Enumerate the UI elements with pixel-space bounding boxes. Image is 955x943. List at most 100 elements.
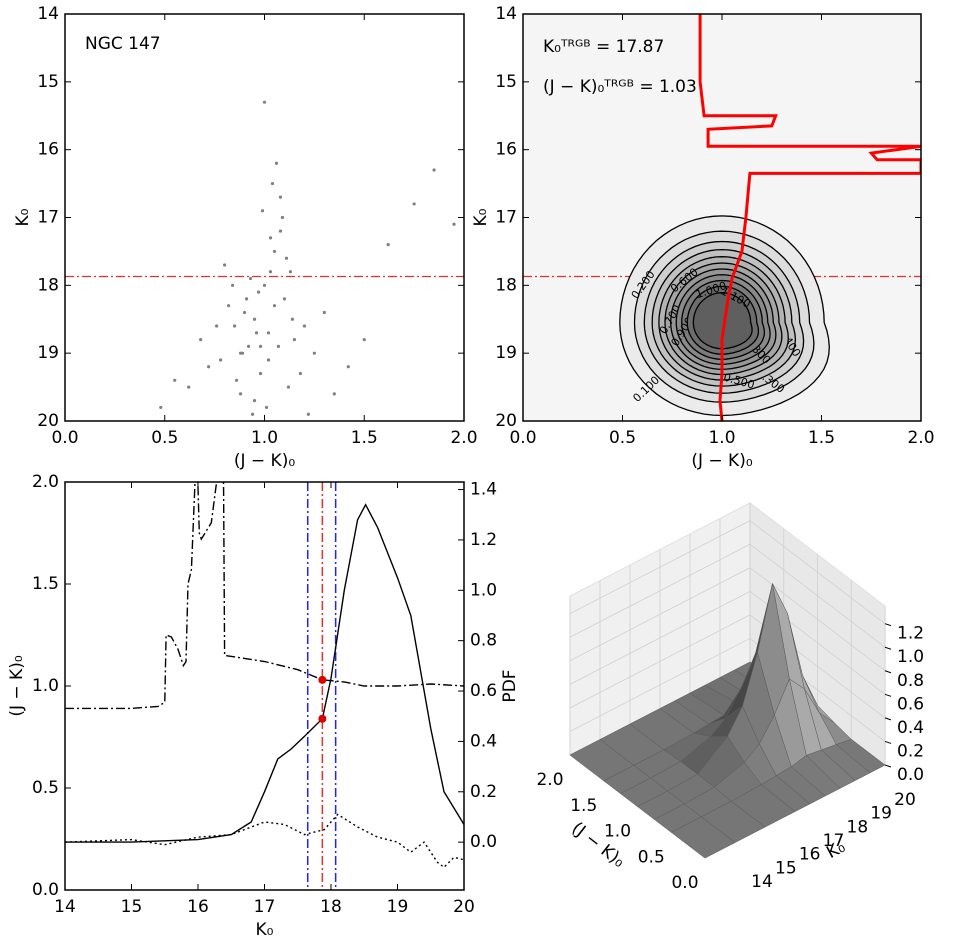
x-tick-label: 1.0 (604, 822, 631, 842)
y-axis-label: K₀ (13, 208, 33, 226)
point (276, 344, 281, 348)
point (230, 283, 235, 287)
point (412, 202, 416, 206)
x-tick-label: 14 (54, 897, 76, 917)
plot-area (65, 482, 464, 890)
z-tick (884, 693, 892, 697)
point (260, 209, 265, 213)
point (272, 249, 277, 254)
x-axis-label: (J − K)₀ (691, 451, 752, 471)
z-tick (884, 764, 892, 768)
point (232, 324, 237, 328)
point (268, 270, 273, 274)
y-tick-label: 14 (751, 872, 773, 892)
z-tick (884, 646, 892, 650)
point (258, 344, 263, 348)
x-tick-label: 16 (187, 897, 209, 917)
annotation: NGC 147 (85, 34, 161, 54)
point (280, 215, 285, 220)
z-tick-label: 0.6 (897, 694, 924, 714)
x-tick-label: 2.0 (450, 428, 477, 448)
z-tick (884, 670, 892, 674)
point (219, 358, 223, 362)
y2-axis-label: PDF (500, 669, 520, 702)
point (282, 297, 287, 301)
x-tick-label: 1.5 (570, 796, 597, 816)
point (252, 317, 257, 321)
point (432, 168, 436, 172)
point (298, 371, 303, 376)
axes-frame (522, 13, 922, 422)
point (322, 310, 326, 315)
x-tick-label: 0.0 (509, 428, 536, 448)
x-tick-label: 1.5 (808, 428, 835, 448)
grid-line (569, 543, 751, 638)
grid-line (749, 543, 886, 648)
point (173, 378, 177, 382)
plot-area (65, 100, 464, 416)
x-tick-label: 1.0 (251, 428, 278, 448)
y-tick-label: 0.5 (32, 778, 59, 798)
point (284, 256, 289, 260)
point (242, 310, 247, 315)
y-tick-label: 19 (37, 343, 59, 363)
z-tick (884, 740, 892, 744)
grid-line (569, 590, 751, 685)
x-tick-label: 15 (121, 897, 143, 917)
point (290, 317, 295, 321)
y-axis-label: K₀ (471, 208, 491, 226)
point (226, 304, 231, 308)
y-tick-label: 20 (37, 411, 59, 431)
x-axis-label: (J − K)₀ (234, 451, 295, 471)
annotation: (J − K)₀ᵀᴿᴳᴮ = 1.03 (543, 77, 697, 97)
grid-line (569, 567, 751, 662)
y-tick-label: 16 (495, 140, 517, 160)
x-tick-label: 0.5 (151, 428, 178, 448)
point (306, 412, 310, 416)
y-tick-label: 1.0 (32, 676, 59, 696)
y-tick-label: 15 (37, 72, 59, 92)
point (302, 324, 306, 328)
y-tick-label: 14 (37, 4, 59, 24)
x-tick-label: 19 (387, 897, 409, 917)
x-axis-label: K₀ (256, 920, 274, 940)
y-tick-label: 0.0 (32, 880, 59, 900)
point (452, 222, 456, 226)
y2-tick-label: 1.2 (470, 530, 497, 550)
point (268, 236, 273, 240)
y-tick-label: 15 (495, 72, 517, 92)
point (215, 324, 219, 328)
y2-tick-label: 0.2 (470, 782, 497, 802)
point (270, 181, 275, 186)
y-tick-label: 16 (37, 140, 59, 160)
y2-tick-label: 1.4 (470, 480, 497, 500)
x-tick-label: 18 (320, 897, 342, 917)
point (240, 351, 245, 355)
z-tick (884, 623, 892, 627)
x-tick-label: 17 (254, 897, 276, 917)
y-tick-label: 20 (894, 790, 916, 810)
profile-line (698, 14, 921, 421)
y2-tick-label: 0.4 (470, 731, 497, 751)
y-tick-label: 18 (37, 275, 59, 295)
y-tick-label: 18 (495, 275, 517, 295)
grid-line (569, 638, 751, 732)
point (272, 304, 277, 308)
z-tick-label: 1.2 (897, 624, 924, 644)
point (262, 283, 267, 287)
x-tick-label: 2.0 (536, 770, 563, 790)
y-tick-label: 19 (870, 804, 892, 824)
point (266, 358, 271, 362)
x-tick-label: 0.0 (51, 428, 78, 448)
line (65, 503, 464, 843)
y-tick-label: 17 (823, 831, 845, 851)
x-tick-label: 0.5 (609, 428, 636, 448)
point (256, 290, 261, 294)
point (312, 351, 316, 355)
y-tick-label: 2.0 (32, 472, 59, 492)
y2-tick-label: 1.0 (470, 580, 497, 600)
grid-line (569, 614, 751, 709)
point (252, 399, 257, 403)
y-tick-label: 18 (847, 817, 869, 837)
